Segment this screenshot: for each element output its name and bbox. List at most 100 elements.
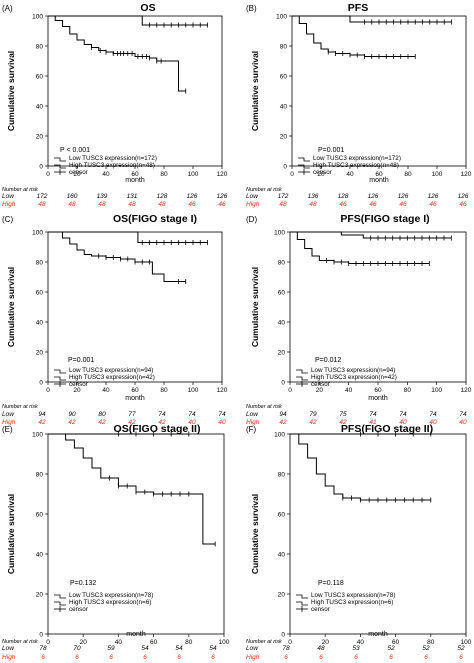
risk-count: 54	[175, 645, 183, 652]
risk-count: 128	[338, 193, 349, 200]
risk-count: 42	[68, 419, 76, 426]
low-expression-curve	[290, 231, 430, 264]
risk-count: 6	[143, 654, 147, 661]
low-expression-curve	[48, 15, 186, 92]
risk-count: 160	[67, 193, 78, 200]
y-tick-label: 100	[274, 230, 285, 237]
risk-count: 6	[41, 654, 45, 661]
legend-line-icon	[54, 157, 66, 162]
risk-row-label: Low	[2, 411, 15, 418]
panel-tag: (B)	[246, 4, 257, 13]
risk-count: 6	[109, 654, 113, 661]
x-tick-label: 100	[432, 171, 443, 178]
x-tick-label: 60	[131, 171, 139, 178]
legend-entry-2: High TUSC3 expression(n=6)	[54, 599, 151, 606]
risk-count: 74	[369, 411, 377, 418]
low-expression-curve	[290, 433, 431, 501]
risk-count: 46	[399, 201, 407, 208]
legend-entry-3: censor	[298, 169, 332, 176]
panel-tag: (E)	[2, 425, 13, 434]
x-tick-label: 80	[160, 387, 168, 394]
legend-line-icon	[298, 157, 310, 162]
panel-title: PFS	[348, 2, 368, 14]
risk-count: 90	[68, 411, 76, 418]
legend-line-icon	[54, 594, 66, 599]
risk-count: 40	[459, 419, 467, 426]
plot-frame	[47, 15, 223, 167]
risk-count: 74	[218, 411, 226, 418]
legend-label: Low TUSC3 expression(n=94)	[69, 367, 153, 374]
legend-line-icon	[296, 376, 308, 381]
x-tick-label: 60	[392, 639, 400, 646]
y-tick-label: 0	[283, 164, 287, 171]
panel-title: PFS(FIGO stage I)	[340, 213, 429, 225]
risk-count: 128	[157, 193, 168, 200]
legend-label: censor	[69, 169, 88, 176]
km-panel-2: (B) PFS 0 20 40 60 80 100 0 20 40 60 80 100 120 Cumulat…	[246, 2, 472, 208]
risk-count: 70	[73, 645, 81, 652]
legend-label: Low TUSC3 expression(n=172)	[313, 155, 401, 162]
panel-title: OS(FIGO stage II)	[114, 423, 201, 435]
risk-count: 74	[158, 411, 166, 418]
risk-count: 48	[38, 201, 46, 208]
low-expression-curve	[48, 231, 186, 282]
legend-entry-2: High TUSC3 expression(n=42)	[54, 374, 155, 381]
y-tick-label: 20	[278, 350, 286, 357]
risk-count: 126	[217, 193, 228, 200]
risk-count: 52	[422, 645, 430, 652]
risk-count: 126	[187, 193, 198, 200]
y-tick-label: 100	[32, 432, 43, 439]
risk-count: 48	[279, 201, 287, 208]
risk-count: 46	[369, 201, 377, 208]
risk-count: 40	[399, 419, 407, 426]
x-tick-label: 20	[73, 387, 81, 394]
x-axis-label: month	[126, 631, 146, 638]
legend-label: High TUSC3 expression(n=48)	[313, 162, 399, 169]
risk-count: 94	[279, 411, 287, 418]
y-tick-label: 60	[278, 290, 286, 297]
x-tick-label: 40	[115, 639, 123, 646]
legend-entry-2: High TUSC3 expression(n=6)	[296, 599, 393, 606]
risk-count: 126	[398, 193, 409, 200]
x-tick-label: 100	[461, 639, 472, 646]
risk-count: 94	[38, 411, 46, 418]
legend-label: High TUSC3 expression(n=42)	[311, 374, 397, 381]
risk-count: 126	[428, 193, 439, 200]
risk-table-header: Number at risk	[2, 187, 38, 193]
risk-count: 139	[97, 193, 108, 200]
legend-line-icon	[54, 601, 66, 606]
risk-row-label: High	[2, 201, 16, 208]
risk-count: 46	[339, 201, 347, 208]
risk-count: 131	[127, 193, 138, 200]
x-tick-label: 60	[150, 639, 158, 646]
legend-label: censor	[311, 606, 330, 613]
y-tick-label: 0	[39, 632, 43, 639]
y-tick-label: 40	[278, 320, 286, 327]
low-expression-curve	[48, 433, 216, 545]
panel-tag: (A)	[2, 4, 13, 13]
y-tick-label: 80	[36, 44, 44, 51]
km-panel-4: (D) PFS(FIGO stage I) 0 20 40 60 80 100 0 20 40 60 8…	[246, 213, 472, 426]
y-tick-label: 0	[281, 380, 285, 387]
risk-count: 40	[218, 419, 226, 426]
risk-count: 52	[387, 645, 395, 652]
risk-count: 6	[177, 654, 181, 661]
legend-entry-3: censor	[296, 606, 330, 613]
risk-count: 48	[128, 201, 136, 208]
plot-frame	[291, 15, 467, 167]
y-tick-label: 20	[36, 350, 44, 357]
x-tick-label: 0	[46, 387, 50, 394]
high-expression-curve	[292, 15, 452, 23]
risk-table-header: Number at risk	[246, 404, 282, 410]
risk-count: 46	[429, 201, 437, 208]
risk-count: 42	[128, 419, 136, 426]
risk-count: 52	[457, 645, 465, 652]
risk-count: 53	[352, 645, 360, 652]
risk-count: 42	[158, 419, 166, 426]
legend-label: Low TUSC3 expression(n=78)	[311, 592, 395, 599]
risk-row-label: Low	[246, 645, 259, 652]
x-tick-label: 0	[288, 387, 292, 394]
x-tick-label: 0	[46, 639, 50, 646]
y-tick-label: 20	[278, 592, 286, 599]
high-expression-curve	[48, 231, 208, 243]
